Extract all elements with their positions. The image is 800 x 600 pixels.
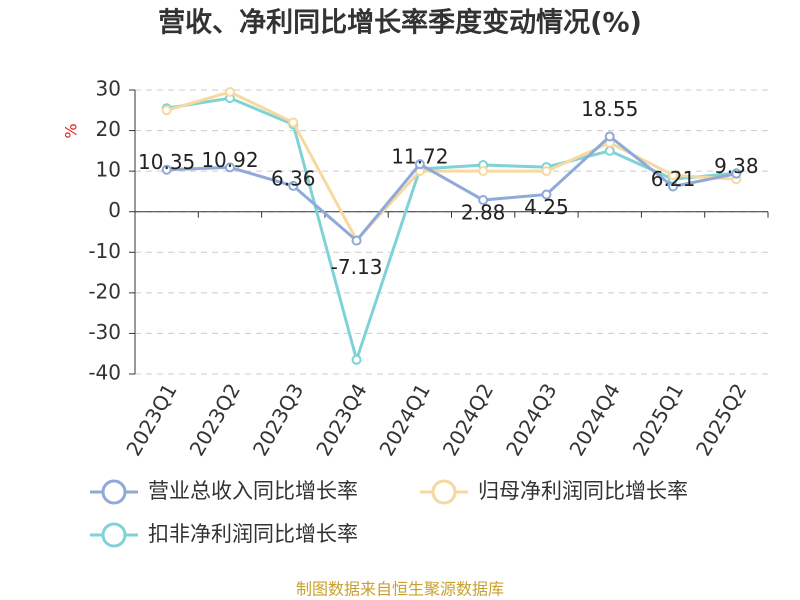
point — [288, 180, 299, 191]
y-tick-label: -40 — [88, 361, 121, 385]
chart-title: 营收、净利同比增长率季度变动情况(%) — [158, 7, 642, 39]
data-label: 10.92 — [201, 148, 258, 172]
point — [224, 162, 235, 173]
x-tick-label: 2023Q4 — [311, 379, 371, 460]
point — [541, 189, 552, 200]
legend-label: 营业总收入同比增长率 — [148, 479, 358, 503]
data-label: 6.36 — [271, 166, 316, 190]
data-label: 2.88 — [461, 201, 506, 225]
point — [541, 166, 552, 177]
point — [478, 195, 489, 206]
point — [604, 131, 615, 142]
x-tick-label: 2024Q1 — [374, 379, 434, 460]
series-line — [166, 96, 737, 366]
point — [668, 181, 679, 192]
x-tick-label: 2025Q2 — [691, 379, 751, 460]
y-tick-label: 10 — [96, 158, 121, 182]
x-tick-label: 2023Q1 — [121, 379, 181, 460]
data-label: 18.55 — [581, 97, 638, 121]
point — [224, 87, 235, 98]
x-tick-label: 2024Q2 — [438, 379, 498, 460]
series-line — [166, 90, 737, 243]
point — [414, 159, 425, 170]
x-tick-label: 2024Q4 — [564, 379, 624, 460]
x-tick-label: 2024Q3 — [501, 379, 561, 460]
data-label: 11.72 — [391, 145, 448, 169]
x-tick-label: 2023Q2 — [185, 379, 245, 460]
y-tick-label: 20 — [96, 117, 121, 141]
data-label: -7.13 — [331, 255, 383, 279]
point — [351, 354, 362, 365]
point — [161, 164, 172, 175]
data-label: 6.21 — [651, 167, 696, 191]
point — [288, 117, 299, 128]
point — [161, 105, 172, 116]
y-tick-label: 0 — [108, 198, 121, 222]
source-note: 制图数据来自恒生聚源数据库 — [296, 580, 504, 599]
legend-marker — [101, 479, 127, 505]
x-tick-label: 2023Q3 — [248, 379, 308, 460]
y-axis-label: % — [62, 123, 81, 138]
data-label: 4.25 — [524, 195, 569, 219]
data-label: 10.35 — [138, 150, 195, 174]
y-tick-label: 30 — [96, 77, 121, 101]
legend-marker — [431, 479, 457, 505]
point — [668, 170, 679, 181]
legend-label: 扣非净利润同比增长率 — [148, 522, 358, 546]
y-tick-label: -10 — [88, 239, 121, 263]
point — [731, 168, 742, 179]
x-tick-label: 2025Q1 — [628, 379, 688, 460]
legend-marker — [101, 522, 127, 548]
y-tick-label: -20 — [88, 279, 121, 303]
y-tick-label: -30 — [88, 320, 121, 344]
point — [604, 145, 615, 156]
legend-label: 归母净利润同比增长率 — [478, 479, 688, 503]
point — [351, 235, 362, 246]
series-line — [166, 134, 737, 243]
point — [478, 166, 489, 177]
data-label: 9.38 — [714, 154, 759, 178]
